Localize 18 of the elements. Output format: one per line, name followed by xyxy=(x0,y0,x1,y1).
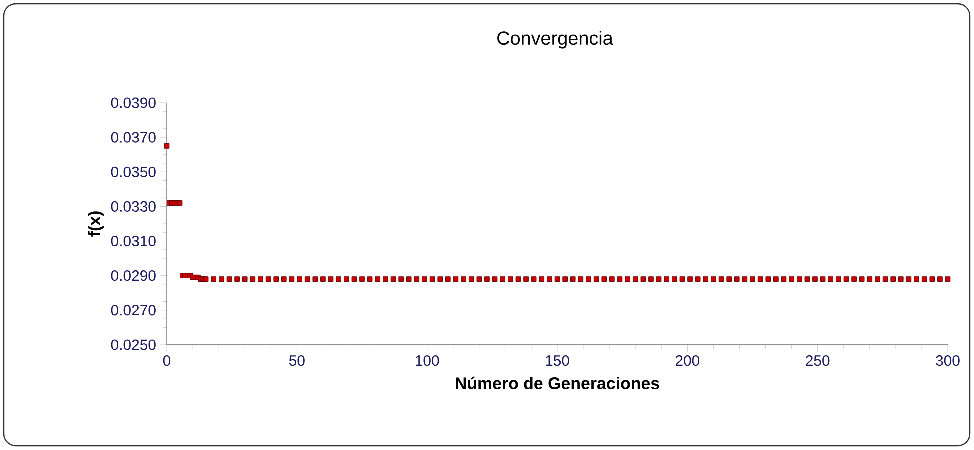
x-tick-label: 300 xyxy=(936,356,960,366)
y-tick-label: 0.0350 xyxy=(111,166,156,178)
y-tick-label: 0.0290 xyxy=(111,270,156,282)
y-tick-label: 0.0250 xyxy=(111,340,156,350)
x-tick-label: 0 xyxy=(163,356,171,366)
y-tick-label: 0.0270 xyxy=(111,305,156,316)
y-tick-label: 0.0330 xyxy=(111,201,156,212)
x-tick-label: 50 xyxy=(289,356,305,366)
x-tick-label: 250 xyxy=(806,356,830,366)
x-axis-title: Número de Generaciones xyxy=(456,376,660,390)
y-tick-label: 0.0390 xyxy=(111,98,156,108)
y-tick-label: 0.0370 xyxy=(111,132,156,143)
y-axis-title: f(x) xyxy=(88,212,104,237)
chart-title: Convergencia xyxy=(498,31,614,49)
x-tick-label: 150 xyxy=(546,356,570,366)
x-tick-label: 100 xyxy=(416,356,440,366)
y-tick-label: 0.0310 xyxy=(111,236,156,247)
x-tick-label: 200 xyxy=(676,356,700,366)
